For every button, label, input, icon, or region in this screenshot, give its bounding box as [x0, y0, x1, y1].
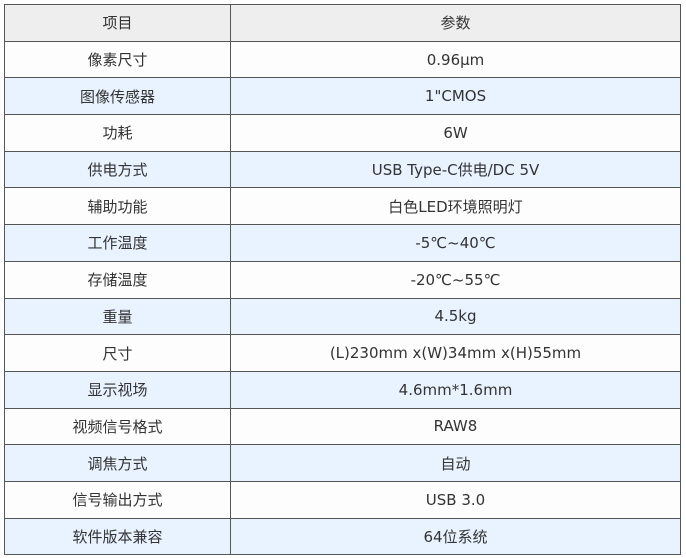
- item-cell: 功耗: [4, 114, 231, 152]
- table-row: 工作温度 -5℃~40℃: [4, 224, 681, 262]
- item-cell: 存储温度: [4, 260, 231, 299]
- item-cell: 调焦方式: [4, 444, 231, 482]
- item-cell: 重量: [4, 297, 231, 336]
- param-cell: RAW8: [230, 407, 681, 446]
- item-cell: 工作温度: [4, 224, 231, 262]
- param-cell: 0.96μm: [230, 40, 681, 79]
- param-cell: USB 3.0: [230, 480, 681, 519]
- param-cell: 64位系统: [230, 517, 681, 556]
- table-row: 重量 4.5kg: [4, 297, 681, 336]
- param-cell: -5℃~40℃: [230, 224, 681, 262]
- table-row: 显示视场 4.6mm*1.6mm: [4, 370, 681, 409]
- table-row: 软件版本兼容 64位系统: [4, 517, 681, 556]
- item-cell: 图像传感器: [4, 77, 231, 116]
- param-cell: 4.6mm*1.6mm: [230, 370, 681, 409]
- param-cell: USB Type-C供电/DC 5V: [230, 150, 681, 189]
- table-row: 信号输出方式 USB 3.0: [4, 480, 681, 519]
- param-cell: 4.5kg: [230, 297, 681, 336]
- item-cell: 信号输出方式: [4, 480, 231, 519]
- table-row: 供电方式 USB Type-C供电/DC 5V: [4, 150, 681, 189]
- header-row: 项目 参数: [4, 4, 681, 42]
- item-cell: 尺寸: [4, 334, 231, 372]
- spec-table: 项目 参数 像素尺寸 0.96μm 图像传感器 1"CMOS 功耗 6W 供电方式 USB T…: [4, 4, 681, 556]
- item-cell: 像素尺寸: [4, 40, 231, 79]
- item-cell: 供电方式: [4, 150, 231, 189]
- table-row: 调焦方式 自动: [4, 444, 681, 482]
- table-row: 功耗 6W: [4, 114, 681, 152]
- param-cell: -20℃~55℃: [230, 260, 681, 299]
- param-cell: 6W: [230, 114, 681, 152]
- table-row: 像素尺寸 0.96μm: [4, 40, 681, 79]
- param-cell: (L)230mm x(W)34mm x(H)55mm: [230, 334, 681, 372]
- table-row: 存储温度 -20℃~55℃: [4, 260, 681, 299]
- item-cell: 视频信号格式: [4, 407, 231, 446]
- table-row: 辅助功能 白色LED环境照明灯: [4, 187, 681, 226]
- table-row: 尺寸 (L)230mm x(W)34mm x(H)55mm: [4, 334, 681, 372]
- table-row: 图像传感器 1"CMOS: [4, 77, 681, 116]
- item-cell: 软件版本兼容: [4, 517, 231, 556]
- param-cell: 自动: [230, 444, 681, 482]
- header-param: 参数: [230, 4, 681, 42]
- item-cell: 辅助功能: [4, 187, 231, 226]
- param-cell: 白色LED环境照明灯: [230, 187, 681, 226]
- param-cell: 1"CMOS: [230, 77, 681, 116]
- item-cell: 显示视场: [4, 370, 231, 409]
- table-row: 视频信号格式 RAW8: [4, 407, 681, 446]
- header-item: 项目: [4, 4, 231, 42]
